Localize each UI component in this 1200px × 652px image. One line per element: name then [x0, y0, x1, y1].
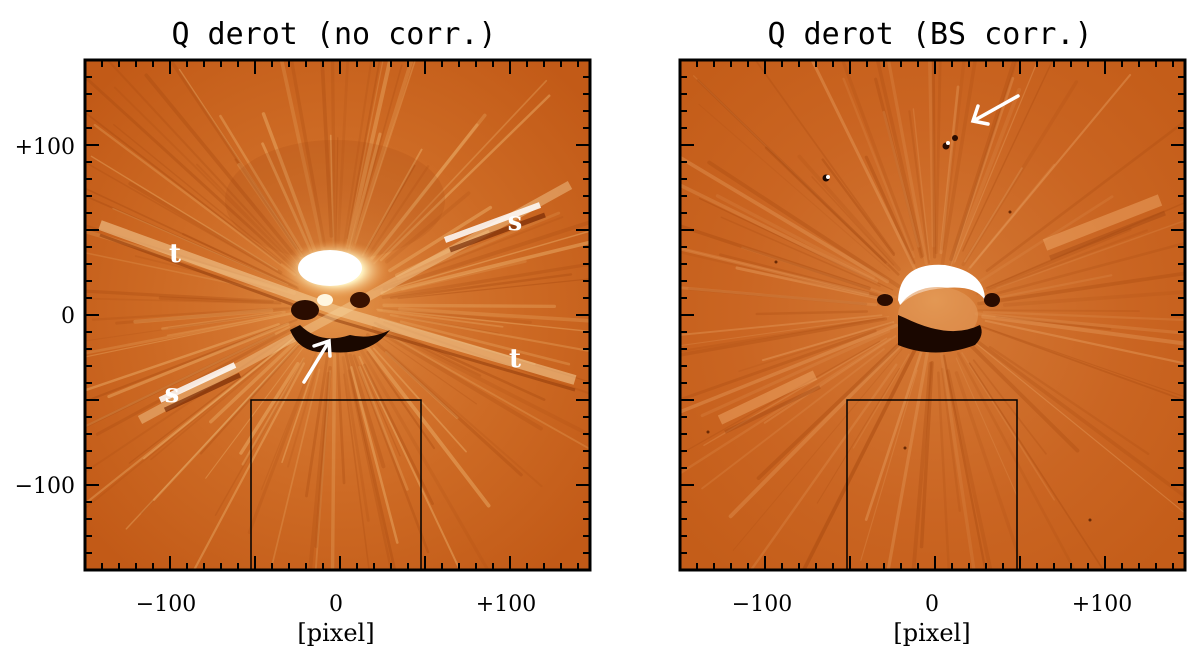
x-tick-left-0: 0 — [329, 592, 343, 617]
x-tick-right-0: 0 — [925, 592, 939, 617]
x-axis-label-left: [pixel] — [297, 619, 374, 647]
x-tick-right-plus100: +100 — [1072, 592, 1132, 617]
panel-left-title: Q derot (no corr.) — [171, 17, 496, 52]
annotation-s-upper-right: s — [508, 207, 523, 237]
panel-right-image — [678, 58, 1187, 572]
annotation-t-lower-right: t — [509, 344, 521, 374]
y-tick-left-0: 0 — [61, 304, 75, 329]
y-tick-left-minus100: −100 — [15, 474, 75, 499]
y-tick-left-plus100: +100 — [15, 135, 75, 160]
panel-left-image — [83, 58, 592, 572]
x-tick-left-minus100: −100 — [136, 592, 196, 617]
x-tick-left-plus100: +100 — [476, 592, 536, 617]
panel-right-title: Q derot (BS corr.) — [767, 17, 1092, 52]
arrow-icon — [302, 338, 332, 384]
annotation-s-lower-left: s — [165, 379, 180, 409]
arrow-icon — [970, 94, 1020, 126]
x-tick-right-minus100: −100 — [732, 592, 792, 617]
x-axis-label-right: [pixel] — [893, 619, 970, 647]
annotation-t-upper-left: t — [169, 239, 181, 269]
